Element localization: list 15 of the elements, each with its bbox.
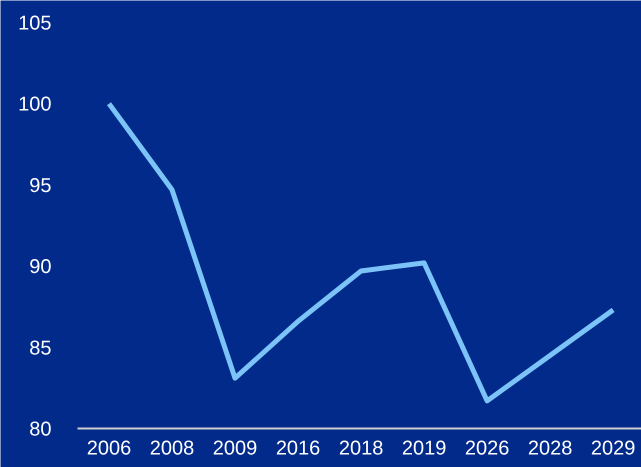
y-tick-label: 100 [18,94,52,116]
y-tick-label: 105 [18,12,52,34]
x-tick-label: 2019 [402,438,446,460]
y-tick-label: 95 [29,174,52,197]
x-tick-label: 2026 [464,438,510,460]
x-tick-label: 2018 [338,438,384,460]
y-tick-label: 85 [29,337,52,360]
x-tick-label: 2028 [528,438,572,460]
y-tick-label: 80 [29,418,52,440]
y-tick-label: 90 [29,256,52,278]
x-tick-label: 2008 [150,438,194,460]
x-tick-label: 2006 [86,438,132,460]
x-tick-label: 2009 [212,438,258,460]
x-tick-label: 2016 [276,438,320,460]
x-tick-label: 2029 [590,438,636,460]
